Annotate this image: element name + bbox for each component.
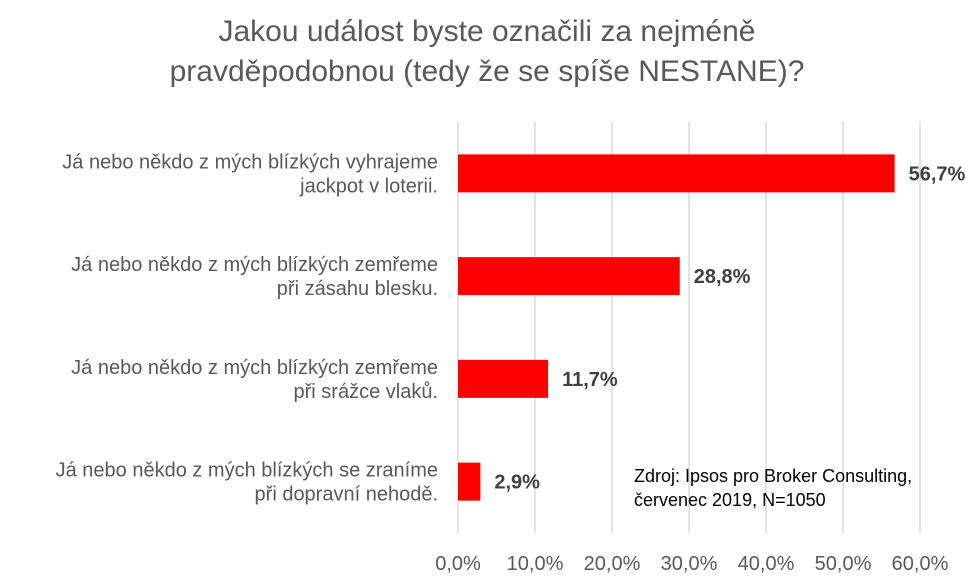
bar [458,462,481,501]
data-label: 11,7% [562,369,618,391]
x-tick-label: 30,0% [661,553,718,575]
bar-series [458,154,895,501]
chart-title-line-1: Jakou událost byste označili za nejméně [218,15,756,48]
bar [458,257,680,296]
x-tick-label: 0,0% [435,553,481,575]
category-label: při dopravní nehodě. [255,484,438,506]
x-tick-label: 20,0% [584,553,641,575]
category-label: Já nebo někdo z mých blízkých se zraníme [56,460,438,482]
source-line-2: červenec 2019, N=1050 [634,490,826,510]
category-label: Já nebo někdo z mých blízkých vyhrajeme [62,151,438,173]
bar [458,359,549,398]
data-label: 2,9% [494,472,540,494]
data-label: 28,8% [694,266,751,288]
category-label: při srážce vlaků. [294,381,439,403]
source-line-1: Zdroj: Ipsos pro Broker Consulting, [634,466,913,486]
data-label: 56,7% [909,163,966,185]
x-tick-label: 10,0% [507,553,564,575]
value-labels: 56,7% 28,8% 11,7% 2,9% [494,163,965,493]
category-label: Já nebo někdo z mých blízkých zemřeme [71,254,438,276]
x-axis-tick-labels: 0,0% 10,0% 20,0% 30,0% 40,0% 50,0% 60,0% [435,553,948,575]
category-label: Já nebo někdo z mých blízkých zemřeme [71,357,438,379]
bar [458,154,895,193]
chart-title: Jakou událost byste označili za nejméně … [0,12,974,92]
chart-title-line-2: pravděpodobnou (tedy že se spíše NESTANE… [169,55,805,88]
source-note: Zdroj: Ipsos pro Broker Consulting, červ… [634,464,912,512]
x-tick-label: 50,0% [815,553,872,575]
category-labels: Já nebo někdo z mých blízkých vyhrajemej… [56,151,438,505]
x-tick-label: 40,0% [738,553,795,575]
category-label: jackpot v loterii. [299,175,438,197]
category-label: při zásahu blesku. [277,278,438,300]
x-tick-label: 60,0% [892,553,949,575]
